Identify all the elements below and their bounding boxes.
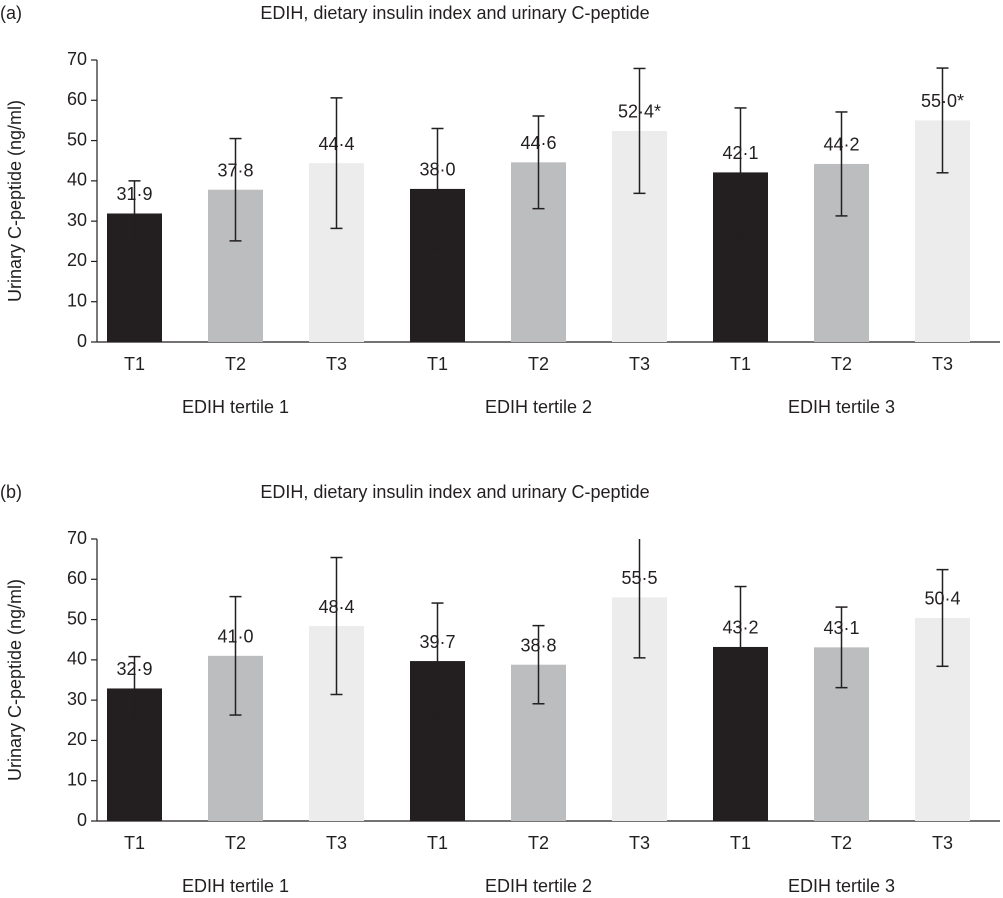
y-tick-label: 0: [77, 331, 87, 351]
value-label: 44·6: [520, 133, 556, 153]
x-tick-label: T2: [225, 354, 246, 374]
y-tick-label: 10: [67, 290, 87, 310]
group-label: EDIH tertile 3: [788, 397, 895, 417]
value-label: 42·1: [722, 143, 758, 163]
value-label: 43·1: [823, 618, 859, 638]
value-label: 43·2: [722, 618, 758, 638]
y-tick-label: 60: [67, 89, 87, 109]
y-tick-label: 40: [67, 170, 87, 190]
x-tick-label: T3: [932, 833, 953, 853]
y-tick-label: 30: [67, 689, 87, 709]
x-tick-label: T1: [427, 833, 448, 853]
value-label: 55·5: [621, 568, 657, 588]
value-label: 31·9: [116, 184, 152, 204]
x-tick-label: T1: [730, 833, 751, 853]
chart-title: EDIH, dietary insulin index and urinary …: [260, 482, 649, 502]
y-tick-label: 70: [67, 528, 87, 548]
value-label: 55·0*: [921, 91, 964, 111]
y-tick-label: 50: [67, 608, 87, 628]
group-label: EDIH tertile 2: [485, 876, 592, 896]
x-tick-label: T3: [326, 354, 347, 374]
x-tick-label: T2: [831, 833, 852, 853]
x-tick-label: T2: [528, 354, 549, 374]
x-tick-label: T1: [124, 833, 145, 853]
value-label: 50·4: [924, 589, 960, 609]
value-label: 44·4: [318, 134, 354, 154]
chart-title: EDIH, dietary insulin index and urinary …: [260, 3, 649, 23]
x-tick-label: T3: [629, 354, 650, 374]
group-label: EDIH tertile 2: [485, 397, 592, 417]
x-tick-label: T1: [730, 354, 751, 374]
value-label: 48·4: [318, 597, 354, 617]
x-tick-label: T2: [528, 833, 549, 853]
value-label: 38·0: [419, 160, 455, 180]
y-tick-label: 50: [67, 129, 87, 149]
value-label: 39·7: [419, 632, 455, 652]
x-tick-label: T3: [629, 833, 650, 853]
x-tick-label: T3: [326, 833, 347, 853]
y-tick-label: 30: [67, 210, 87, 230]
y-tick-label: 0: [77, 810, 87, 830]
value-label: 38·8: [520, 635, 556, 655]
x-tick-label: T3: [932, 354, 953, 374]
value-label: 52·4*: [618, 102, 661, 122]
x-tick-label: T1: [427, 354, 448, 374]
value-label: 32·9: [116, 659, 152, 679]
value-label: 41·0: [217, 627, 253, 647]
x-tick-label: T1: [124, 354, 145, 374]
panel-label: (b): [0, 482, 22, 502]
x-tick-label: T2: [831, 354, 852, 374]
y-tick-label: 40: [67, 649, 87, 669]
y-tick-label: 70: [67, 49, 87, 69]
y-tick-label: 20: [67, 729, 87, 749]
panel-label: (a): [0, 3, 22, 23]
y-axis-label: Urinary C-peptide (ng/ml): [5, 579, 25, 781]
y-tick-label: 20: [67, 250, 87, 270]
value-label: 44·2: [823, 135, 859, 155]
value-label: 37·8: [217, 160, 253, 180]
x-tick-label: T2: [225, 833, 246, 853]
group-label: EDIH tertile 1: [182, 397, 289, 417]
group-label: EDIH tertile 1: [182, 876, 289, 896]
y-tick-label: 60: [67, 568, 87, 588]
y-axis-label: Urinary C-peptide (ng/ml): [5, 100, 25, 302]
group-label: EDIH tertile 3: [788, 876, 895, 896]
y-tick-label: 10: [67, 769, 87, 789]
